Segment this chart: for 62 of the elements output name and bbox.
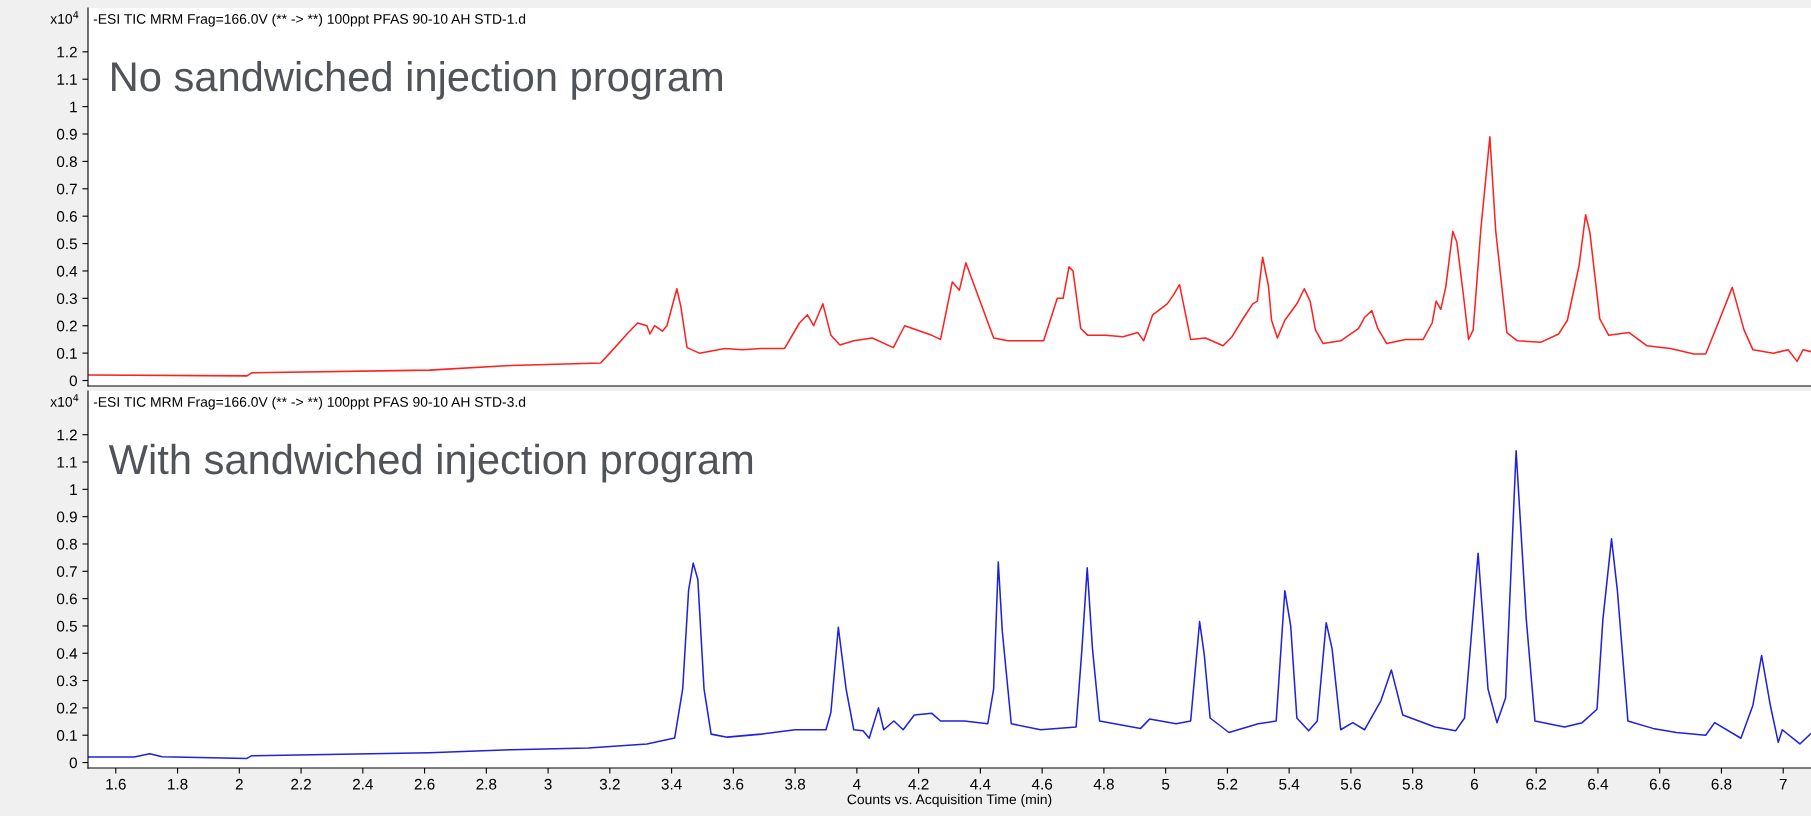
y-tick-label: 0.7 [56,183,77,195]
y-tick-label: 0 [69,757,77,769]
chart-title: -ESI TIC MRM Frag=166.0V (** -> **) 100ppt PFAS 90-10 AH STD-1.d [93,13,526,27]
y-tick-label: 0.1 [56,348,77,359]
y-tick-label: 0.7 [56,566,77,577]
x-tick-label: 4.6 [1031,778,1053,790]
x-tick-label: 1.8 [168,778,188,790]
x-tick-label: 1.6 [106,778,126,790]
x-tick-label: 5.8 [1402,778,1423,790]
x-tick-label: 2.8 [476,778,497,790]
x-tick-label: 3.4 [661,778,682,790]
x-tick-label: 6.4 [1588,778,1609,790]
x-tick-label: 3.2 [599,778,620,790]
y-tick-label: 0.3 [56,675,77,687]
y-tick-label: 0.1 [56,730,77,741]
x-tick-label: 2 [235,778,243,790]
x-tick-label: 6.6 [1649,778,1670,790]
y-tick-label: 1.2 [57,429,77,441]
y-tick-label: 1.2 [57,46,77,58]
y-tick-label: 0.5 [56,620,77,632]
y-tick-label: 0.8 [56,156,77,168]
x-tick-label: 4.4 [970,778,991,790]
y-tick-label: 1 [70,484,77,495]
x-tick-label: 3.6 [723,778,744,790]
annotation: No sandwiched injection program [112,60,722,100]
text: x10$^{4}$ [50,11,79,24]
x-tick-label: 5 [1162,778,1170,790]
annotation: With sandwiched injection program [108,443,753,483]
x-axis-title: Counts vs. Acquisition Time (min) [847,794,1052,807]
x-tick-label: 5.6 [1340,778,1361,790]
y-tick-label: 1.1 [57,457,77,468]
y-tick-label: 0.2 [56,320,77,332]
x-tick-label: 5.4 [1279,778,1300,790]
y-tick-label: 0.3 [56,293,77,305]
y-tick-label: 0 [69,375,77,387]
line-series [88,135,1811,377]
y-tick-label: 0.5 [56,238,77,250]
x-tick-label: 4.8 [1093,778,1114,790]
chart-title: -ESI TIC MRM Frag=166.0V (** -> **) 100ppt PFAS 90-10 AH STD-3.d [93,396,526,410]
y-tick-label: 0.4 [56,648,78,659]
y-tick-label: 0.8 [56,538,77,550]
x-tick-label: 3.8 [785,778,806,790]
x-tick-label: 2.2 [291,778,311,790]
x-tick-label: 2.4 [352,778,373,790]
x-tick-label: 7 [1779,778,1787,790]
y-tick-label: 1 [70,101,77,113]
x-tick-label: 5.2 [1217,778,1238,790]
x-tick-label: 6.2 [1526,778,1547,790]
y-tick-label: 0.6 [56,211,77,222]
x-tick-label: 6.8 [1711,778,1732,790]
x-tick-label: 2.6 [414,778,435,790]
y-tick-label: 0.4 [56,265,78,277]
y-tick-label: 1.1 [57,74,77,85]
y-tick-label: 0.9 [56,511,77,523]
x-tick-label: 3 [544,778,552,790]
x-tick-label: 4.2 [908,778,929,790]
text: x10$^{4}$ [50,394,79,407]
y-tick-label: 0.6 [56,593,77,605]
x-tick-label: 4 [852,778,861,790]
y-tick-label: 0.9 [56,128,77,140]
x-tick-label: 6 [1470,778,1479,790]
y-tick-label: 0.2 [56,702,77,714]
